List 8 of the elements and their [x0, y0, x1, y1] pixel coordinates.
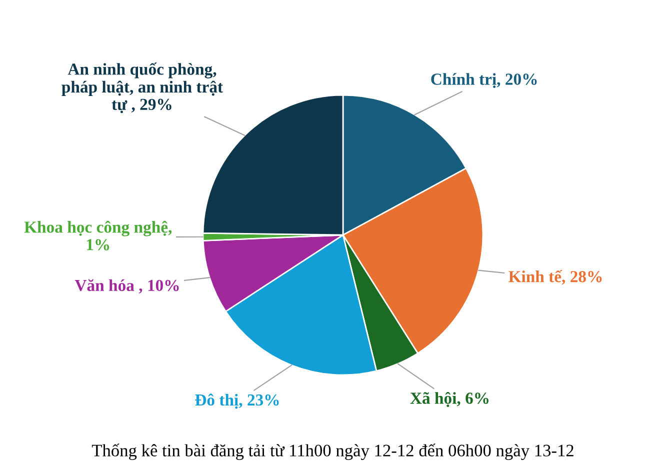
text: Thống kê tin bài đăng tải từ 11h00 ngày 12-12 đến 06h00 ngày 13-12: [92, 444, 574, 460]
slice-label: Chính trị, 20%: [431, 73, 537, 88]
slice-label: Xã hội, 6%: [410, 392, 488, 407]
slice-label: Đô thị, 23%: [195, 394, 279, 409]
slice-label: Kinh tế, 28%: [508, 270, 602, 285]
slice-label: Văn hóa , 10%: [74, 279, 179, 294]
slice-label: Khoa học công nghệ, 1%: [24, 220, 172, 250]
slice-label: An ninh quốc phòng, pháp luật, an ninh trật tự , 29%: [62, 62, 223, 114]
